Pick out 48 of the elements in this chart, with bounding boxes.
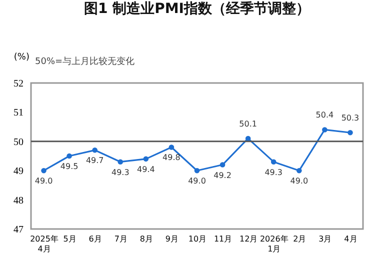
point [118,159,124,164]
chart-title: 图1 制造业PMI指数（经季节调整） [84,0,310,17]
data-label: 49.0 [290,176,308,186]
point [322,127,328,132]
y-tick-label: 52 [14,78,24,90]
y-tick-label: 49 [14,166,24,178]
x-tick-label: 6月 [88,234,102,244]
point [41,168,46,174]
point [220,162,226,168]
x-tick-label: 5月 [63,234,76,244]
data-label: 50.4 [316,110,334,120]
data-label: 49.3 [111,168,130,177]
x-tick-label: 2025年 4月 [30,234,58,254]
point [245,136,251,142]
y-axis-title: (%) [14,52,30,62]
x-tick-label: 4月 [344,234,358,244]
y-tick-label: 47 [14,224,24,236]
data-label: 49.3 [264,168,283,177]
data-label: 50.3 [341,114,360,123]
x-tick-label: 2月 [293,234,306,244]
data-label: 49.7 [86,156,104,166]
x-tick-label: 9月 [165,234,179,244]
point [296,168,302,174]
data-label: 49.0 [34,176,53,186]
point [194,168,200,174]
x-tick-label: 12月 [239,234,258,244]
y-tick-label: 50 [14,136,24,148]
point [168,144,174,150]
y-tick-label: 51 [14,108,24,119]
point [92,148,98,153]
y-tick-label: 48 [14,195,24,206]
text: 50%=与上月比较无变化 [35,56,135,67]
data-label: 49.5 [60,162,78,171]
x-tick-label: 11月 [214,234,232,244]
x-tick-label: 3月 [318,234,332,244]
x-tick-label: 2026年 1月 [260,234,288,254]
data-label: 50.1 [239,119,257,128]
point [270,159,276,164]
data-label: 49.0 [188,176,206,186]
x-tick-label: 8月 [140,234,153,244]
data-label: 49.2 [214,170,232,180]
point [143,156,149,162]
point [348,130,353,136]
data-label: 49.8 [162,153,180,162]
x-tick-label: 10月 [188,234,207,244]
x-tick-label: 7月 [114,234,128,244]
point [66,153,72,159]
data-label: 49.4 [137,164,155,174]
